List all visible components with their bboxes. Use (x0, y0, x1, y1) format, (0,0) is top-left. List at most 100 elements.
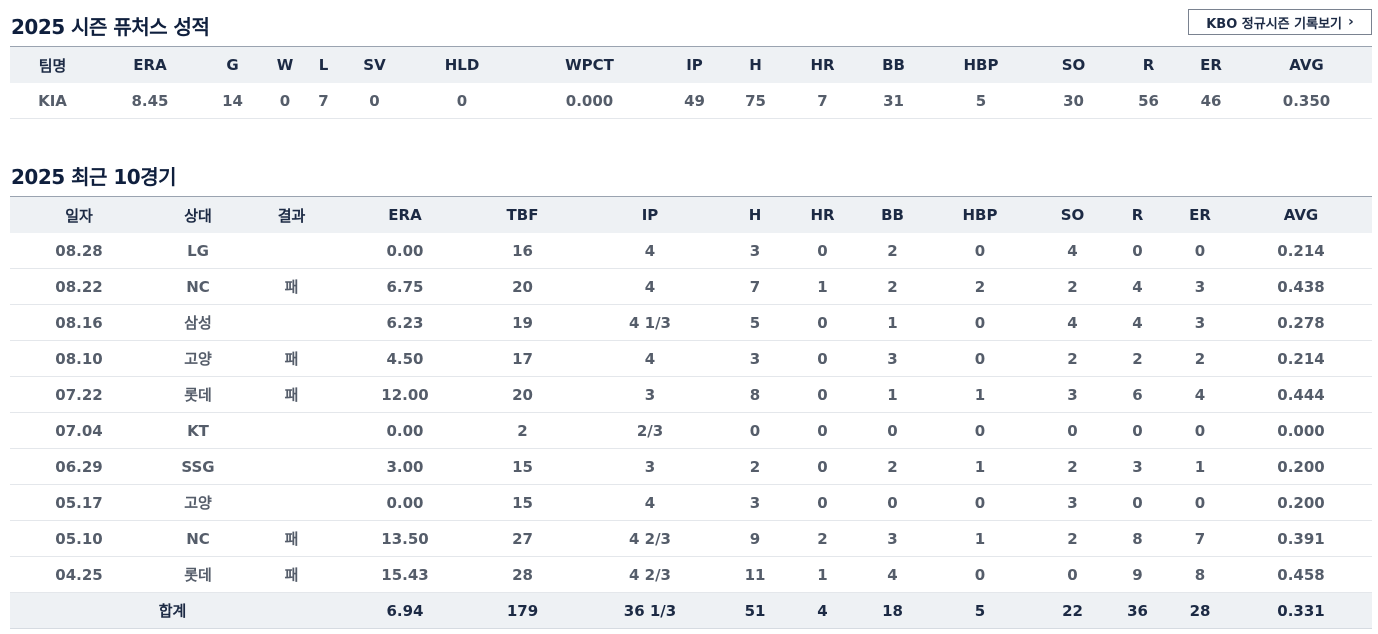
game-cell-일자: 05.17 (10, 484, 148, 521)
game-row: 08.10 고양 패 4.50 17 4 3 0 3 0 2 2 2 0.214 (10, 340, 1372, 377)
game-cell-h: 8 (730, 376, 780, 413)
game-cell-상대: SSG (148, 448, 248, 485)
game-cell-er: 3 (1170, 304, 1230, 341)
recent-col-tbf: TBF (475, 196, 570, 233)
season-stats-title: 2025 시즌 퓨처스 성적 (11, 15, 210, 39)
game-cell-hbp: 0 (920, 484, 1040, 521)
game-cell-결과: 패 (248, 556, 335, 593)
game-cell-er: 7 (1170, 520, 1230, 557)
game-cell-r: 9 (1105, 556, 1170, 593)
game-cell-ip: 2/3 (570, 412, 730, 449)
game-cell-일자: 07.04 (10, 412, 148, 449)
total-cell: 36 1/3 (570, 592, 730, 629)
total-label: 합계 (10, 592, 335, 629)
game-cell-상대: NC (148, 520, 248, 557)
game-cell-일자: 07.22 (10, 376, 148, 413)
recent-col-hbp: HBP (920, 196, 1040, 233)
game-cell-r: 8 (1105, 520, 1170, 557)
game-cell-ip: 4 1/3 (570, 304, 730, 341)
recent-col-ip: IP (570, 196, 730, 233)
recent-col-er: ER (1170, 196, 1230, 233)
game-cell-so: 3 (1040, 376, 1105, 413)
game-cell-avg: 0.200 (1230, 448, 1372, 485)
game-cell-avg: 0.278 (1230, 304, 1372, 341)
season-header-row: 팀명 ERA G W L SV HLD WPCT IP H HR BB HBP SO R ER AVG (10, 46, 1372, 83)
game-cell-hr: 0 (780, 304, 865, 341)
game-cell-tbf: 16 (475, 233, 570, 269)
game-cell-so: 2 (1040, 448, 1105, 485)
season-cell-wpct: 0.000 (512, 83, 667, 119)
season-col-er: ER (1181, 46, 1241, 83)
game-cell-hr: 2 (780, 520, 865, 557)
season-cell-팀명: KIA (10, 83, 95, 119)
season-cell-era: 8.45 (95, 83, 205, 119)
game-cell-h: 2 (730, 448, 780, 485)
game-cell-tbf: 2 (475, 412, 570, 449)
game-cell-so: 4 (1040, 233, 1105, 269)
game-cell-so: 2 (1040, 520, 1105, 557)
game-row: 07.22 롯데 패 12.00 20 3 8 0 1 1 3 6 4 0.444 (10, 376, 1372, 413)
game-cell-결과: 패 (248, 376, 335, 413)
game-cell-ip: 4 (570, 233, 730, 269)
game-cell-ip: 4 (570, 340, 730, 377)
season-col-r: R (1116, 46, 1181, 83)
recent-col-hr: HR (780, 196, 865, 233)
game-cell-er: 0 (1170, 412, 1230, 449)
recent-col-결과: 결과 (248, 196, 335, 233)
game-cell-hbp: 1 (920, 376, 1040, 413)
total-cell: 5 (920, 592, 1040, 629)
game-cell-hr: 1 (780, 556, 865, 593)
game-cell-상대: 롯데 (148, 556, 248, 593)
game-cell-h: 9 (730, 520, 780, 557)
game-cell-h: 3 (730, 484, 780, 521)
game-cell-tbf: 28 (475, 556, 570, 593)
game-cell-hr: 0 (780, 484, 865, 521)
game-row: 08.16 삼성 6.23 19 4 1/3 5 0 1 0 4 4 3 0.278 (10, 304, 1372, 341)
game-cell-hr: 0 (780, 340, 865, 377)
season-cell-sv: 0 (337, 83, 412, 119)
game-cell-so: 2 (1040, 268, 1105, 305)
game-cell-h: 11 (730, 556, 780, 593)
game-cell-era: 0.00 (335, 484, 475, 521)
game-cell-h: 5 (730, 304, 780, 341)
recent-col-era: ERA (335, 196, 475, 233)
game-cell-일자: 08.22 (10, 268, 148, 305)
recent-games-table: 일자 상대 결과 ERA TBF IP H HR BB HBP SO R ER AVG 08.28 LG 0.… (10, 196, 1372, 629)
season-cell-l: 7 (310, 83, 337, 119)
game-cell-결과: 패 (248, 520, 335, 557)
total-cell: 18 (865, 592, 920, 629)
season-cell-hr: 7 (789, 83, 856, 119)
game-cell-hbp: 0 (920, 304, 1040, 341)
game-cell-era: 12.00 (335, 376, 475, 413)
game-cell-er: 1 (1170, 448, 1230, 485)
game-cell-bb: 0 (865, 484, 920, 521)
game-cell-r: 0 (1105, 484, 1170, 521)
game-cell-r: 2 (1105, 340, 1170, 377)
game-cell-era: 6.75 (335, 268, 475, 305)
total-row: 합계 6.94 179 36 1/3 51 4 18 5 22 36 28 0.331 (10, 592, 1372, 629)
season-col-wpct: WPCT (512, 46, 667, 83)
season-col-l: L (310, 46, 337, 83)
game-cell-hr: 0 (780, 376, 865, 413)
game-row: 05.17 고양 0.00 15 4 3 0 0 0 3 0 0 0.200 (10, 484, 1372, 521)
season-stats-table: 팀명 ERA G W L SV HLD WPCT IP H HR BB HBP SO R ER AVG KIA 8… (10, 46, 1372, 119)
total-cell: 179 (475, 592, 570, 629)
recent-col-상대: 상대 (148, 196, 248, 233)
recent-col-r: R (1105, 196, 1170, 233)
game-cell-hr: 0 (780, 412, 865, 449)
game-cell-결과 (248, 304, 335, 341)
recent-col-so: SO (1040, 196, 1105, 233)
game-cell-er: 8 (1170, 556, 1230, 593)
total-cell: 4 (780, 592, 865, 629)
game-cell-avg: 0.444 (1230, 376, 1372, 413)
game-cell-결과 (248, 412, 335, 449)
season-col-so: SO (1031, 46, 1116, 83)
game-cell-결과: 패 (248, 268, 335, 305)
kbo-regular-season-button[interactable]: KBO 정규시즌 기록보기 › (1188, 9, 1372, 35)
game-cell-era: 15.43 (335, 556, 475, 593)
game-cell-so: 0 (1040, 412, 1105, 449)
game-cell-so: 0 (1040, 556, 1105, 593)
game-cell-er: 3 (1170, 268, 1230, 305)
game-cell-ip: 3 (570, 448, 730, 485)
game-cell-avg: 0.000 (1230, 412, 1372, 449)
